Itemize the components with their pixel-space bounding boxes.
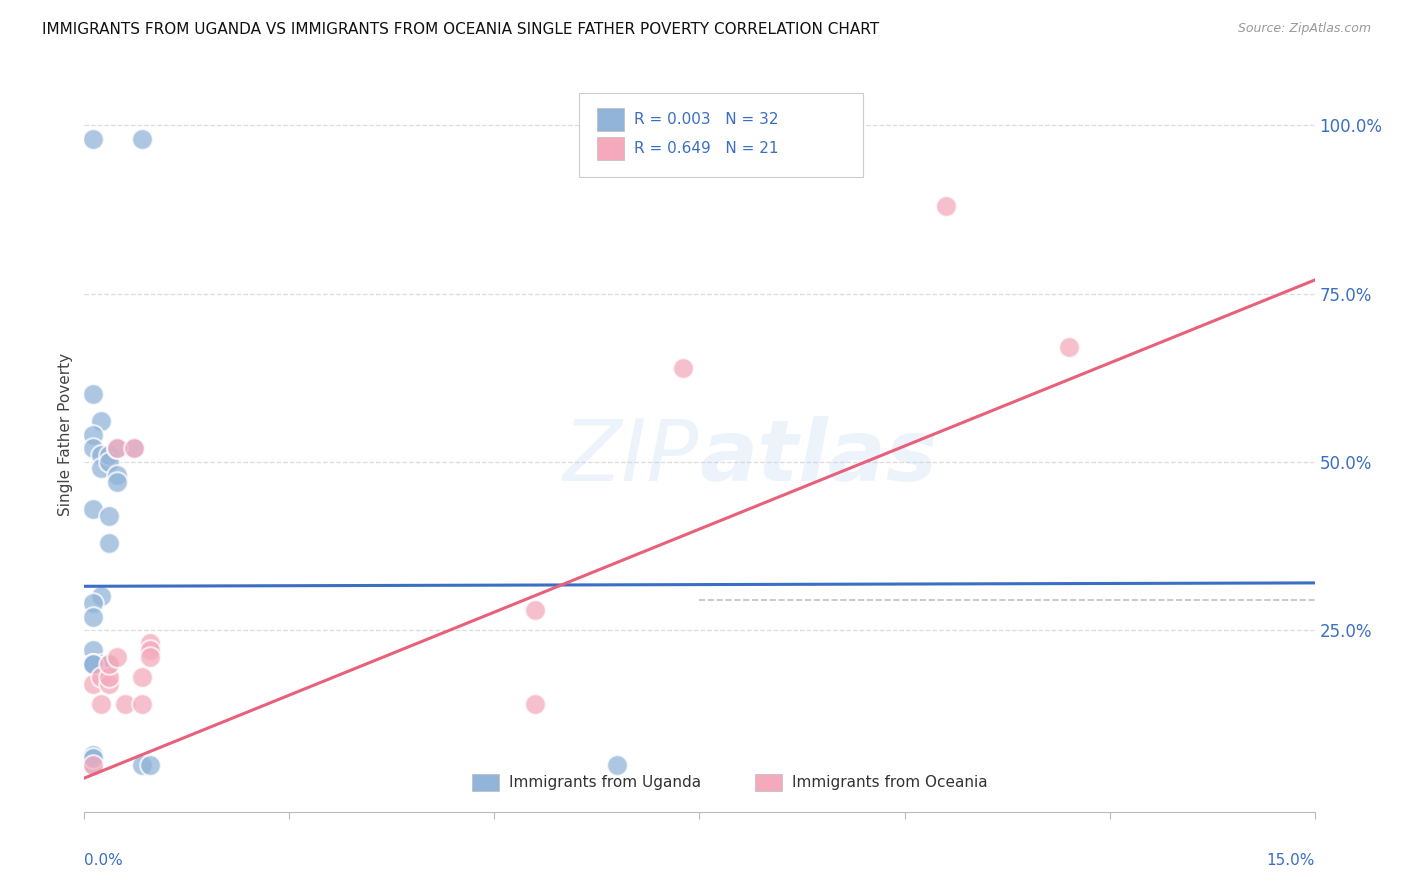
- Point: [98, 455, 120, 469]
- Point: [98, 677, 120, 691]
- Point: [98, 670, 120, 684]
- Point: [105, 442, 128, 456]
- Point: [524, 697, 547, 711]
- Point: [82, 427, 104, 442]
- FancyBboxPatch shape: [579, 94, 863, 178]
- Point: [82, 501, 104, 516]
- Point: [82, 751, 104, 765]
- Point: [82, 757, 104, 772]
- Text: ZIP: ZIP: [564, 416, 700, 499]
- Point: [105, 475, 128, 489]
- Text: Immigrants from Uganda: Immigrants from Uganda: [509, 775, 702, 789]
- Point: [131, 670, 153, 684]
- Point: [131, 757, 153, 772]
- Point: [114, 697, 136, 711]
- Point: [82, 757, 104, 772]
- Point: [606, 757, 628, 772]
- Point: [98, 448, 120, 462]
- Point: [90, 697, 112, 711]
- Point: [82, 132, 104, 146]
- Point: [524, 603, 547, 617]
- Text: 0.0%: 0.0%: [84, 853, 124, 868]
- Y-axis label: Single Father Poverty: Single Father Poverty: [58, 353, 73, 516]
- Point: [82, 643, 104, 657]
- Text: 15.0%: 15.0%: [1267, 853, 1315, 868]
- Point: [82, 751, 104, 765]
- Point: [122, 442, 145, 456]
- Text: R = 0.649   N = 21: R = 0.649 N = 21: [634, 141, 779, 156]
- Point: [82, 596, 104, 610]
- Text: Immigrants from Oceania: Immigrants from Oceania: [792, 775, 987, 789]
- Point: [90, 590, 112, 604]
- Point: [131, 132, 153, 146]
- Point: [90, 461, 112, 475]
- Text: Source: ZipAtlas.com: Source: ZipAtlas.com: [1237, 22, 1371, 36]
- Point: [139, 649, 162, 664]
- Point: [82, 387, 104, 401]
- Point: [122, 442, 145, 456]
- Point: [935, 199, 957, 213]
- Point: [139, 636, 162, 650]
- FancyBboxPatch shape: [472, 774, 499, 790]
- Point: [98, 535, 120, 549]
- Text: R = 0.003   N = 32: R = 0.003 N = 32: [634, 112, 779, 128]
- Point: [98, 508, 120, 523]
- Point: [90, 657, 112, 671]
- Point: [82, 677, 104, 691]
- Point: [105, 649, 128, 664]
- Point: [672, 360, 695, 375]
- Text: IMMIGRANTS FROM UGANDA VS IMMIGRANTS FROM OCEANIA SINGLE FATHER POVERTY CORRELAT: IMMIGRANTS FROM UGANDA VS IMMIGRANTS FRO…: [42, 22, 879, 37]
- Point: [105, 468, 128, 483]
- Point: [90, 670, 112, 684]
- Point: [105, 442, 128, 456]
- Point: [90, 448, 112, 462]
- Point: [82, 657, 104, 671]
- Point: [98, 657, 120, 671]
- FancyBboxPatch shape: [598, 109, 624, 131]
- FancyBboxPatch shape: [598, 137, 624, 160]
- Text: atlas: atlas: [700, 416, 938, 499]
- Point: [82, 747, 104, 762]
- Point: [131, 697, 153, 711]
- Point: [139, 643, 162, 657]
- Point: [82, 442, 104, 456]
- Point: [139, 757, 162, 772]
- Point: [82, 609, 104, 624]
- Point: [1057, 340, 1080, 354]
- Point: [90, 414, 112, 428]
- Point: [82, 657, 104, 671]
- Point: [82, 657, 104, 671]
- Point: [82, 657, 104, 671]
- FancyBboxPatch shape: [755, 774, 782, 790]
- Point: [98, 657, 120, 671]
